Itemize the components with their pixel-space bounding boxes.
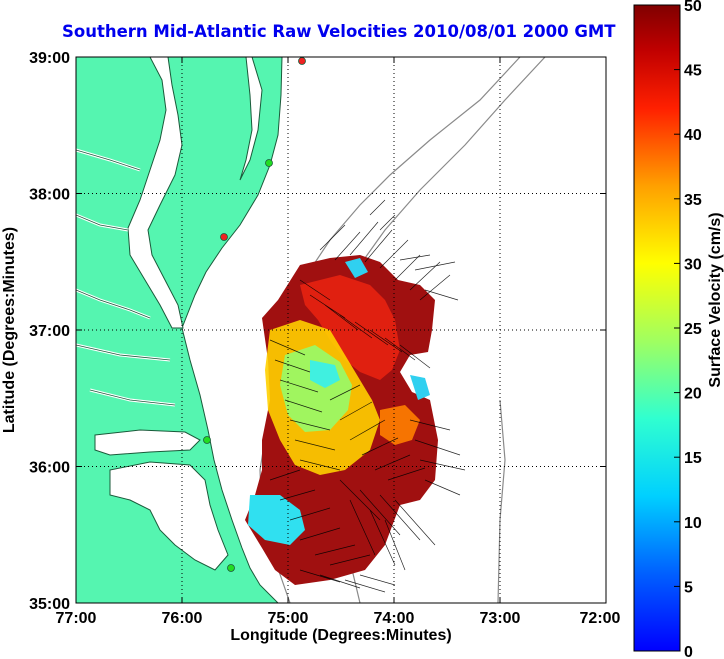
grid: [76, 57, 606, 603]
radar-site-5: [227, 564, 235, 572]
colorbar-tick-label: 30: [684, 256, 702, 273]
radar-site-3: [220, 233, 228, 241]
y-tick-label: 39:00: [29, 50, 70, 67]
pamlico-sound: [109, 461, 229, 571]
x-tick-label: 77:00: [56, 610, 97, 627]
colorbar-tick-label: 5: [684, 579, 693, 596]
colorbar-tick-label: 40: [684, 127, 702, 144]
x-tick-label: 74:00: [374, 610, 415, 627]
colorbar-tick-label: 0: [684, 644, 693, 659]
colorbar-label: Surface Velocity (cm/s): [707, 212, 724, 387]
velocity-vectors: [269, 199, 466, 593]
radar-site-2: [265, 159, 273, 167]
radar-site-1: [298, 57, 306, 65]
y-tick-label: 36:00: [29, 460, 70, 477]
colorbar-tick-label: 15: [684, 450, 702, 467]
x-axis-label: Longitude (Degrees:Minutes): [230, 627, 451, 644]
map-title-text: Southern Mid-Atlantic Raw Velocities 201…: [62, 22, 616, 41]
colorbar-tick-label: 35: [684, 192, 702, 209]
colorbar-tick-label: 45: [684, 63, 702, 80]
colorbar-tick-label: 50: [684, 0, 702, 15]
x-tick-label: 75:00: [268, 610, 309, 627]
radar-site-4: [203, 436, 211, 444]
x-tick-label: 76:00: [162, 610, 203, 627]
y-axis-label: Latitude (Degrees:Minutes): [1, 227, 18, 433]
albemarle-sound: [94, 429, 201, 456]
y-tick-label: 35:00: [29, 596, 70, 613]
colorbar-tick-label: 10: [684, 515, 702, 532]
colorbar-tick-label: 20: [684, 386, 702, 403]
colorbar-tick-label: 25: [684, 321, 702, 338]
x-tick-label: 73:00: [480, 610, 521, 627]
y-tick-label: 37:00: [29, 323, 70, 340]
x-tick-label: 72:00: [580, 610, 621, 627]
velocity-field: [245, 255, 438, 585]
chesapeake-bay: [127, 57, 184, 329]
y-tick-label: 38:00: [29, 187, 70, 204]
colorbar: [633, 4, 681, 652]
